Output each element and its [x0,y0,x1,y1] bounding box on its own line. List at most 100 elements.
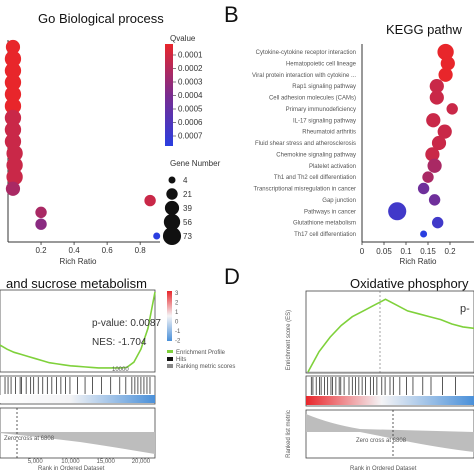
panel-b-category-label: Cytokine-cytokine receptor interaction [256,50,356,56]
panel-d-hits-frame [305,375,474,407]
panel-b-category-label: Cell adhesion molecules (CAMs) [269,96,356,102]
panel-d-letter: D [224,264,240,289]
panel-a-x-label: Rich Ratio [60,257,97,266]
panel-c-heat-tick: 0 [175,320,179,326]
panel-d-zero-label: Zero cross at 6808 [356,438,407,444]
panel-a-tick-label: 0.4 [69,246,81,255]
panel-d-pvalue: p- [460,303,470,315]
panel-b-category-label: Glutathione metabolism [293,221,356,227]
panel-c-heat-ticks: 3 2 1 0 -1 -2 [175,291,181,345]
panel-b-point [428,194,441,206]
panel-b-category-label: IL-17 signaling pathway [293,118,356,124]
size-legend-label: 21 [183,190,192,199]
panel-c-hits [4,377,151,394]
panel-b-tick-label: 0.15 [420,247,436,256]
panel-c-heat-scale [167,291,172,341]
panel-c-tick-label: 10,000 [61,459,80,465]
panel-c-heat-tick: 2 [175,301,179,307]
panel-c: and sucrose metabolism p-value: 0.0087 N… [0,276,235,472]
panel-a-point [5,39,21,55]
panel-b-point [431,135,447,151]
panel-b-point [440,56,455,71]
panel-b-category-label: Hematopoietic cell lineage [286,61,357,67]
panel-b-category-label: Viral protein interaction with cytokine … [252,73,356,79]
panel-d-x-label: Rank in Ordered Dataset [350,466,417,472]
colorbar-tick-label: 0.0005 [178,105,203,114]
panel-b-tick-label: 0 [360,247,365,256]
panel-d-rank-bar [306,396,474,405]
panel-c-nes: NES: -1.704 [92,337,147,348]
panel-d-metric-frame [305,409,474,459]
panel-b-tick-label: 0.1 [400,247,412,256]
panel-b-point [425,147,440,162]
panel-b-category-label: Th1 and Th2 cell differentiation [274,175,356,181]
panel-b-point [417,182,430,195]
legend-label-hits: Hits [176,357,186,363]
panel-c-peak-label: 10000 [112,367,129,373]
panel-b-category-label: Chemokine signaling pathway [276,152,356,158]
panel-a-point [35,206,47,219]
panel-b-category-label: Platelet activation [309,164,356,170]
panel-a-point [4,74,22,91]
size-legend-dot [168,176,176,184]
panel-a-point [35,218,47,230]
panel-a-x-ticks: 0.2 0.4 0.6 0.8 [35,242,146,255]
panel-b-category-label: Rheumatoid arthritis [302,130,356,136]
panel-a-tick-label: 0.6 [102,246,114,255]
panel-c-legend: Enrichment Profile Hits Ranking metric s… [167,350,235,370]
panel-c-pvalue: p-value: 0.0087 [92,318,161,329]
panel-b-point [431,216,444,229]
panel-b-category-label: Fluid shear stress and atherosclerosis [255,141,356,147]
panel-a-title: Go Biological process [38,11,164,26]
panel-c-hits-frame [0,375,156,405]
panel-b-x-label: Rich Ratio [400,257,437,266]
panel-a-tick-label: 0.2 [35,246,47,255]
panel-b-point [427,158,442,173]
colorbar-tick-label: 0.0001 [178,51,203,60]
panel-b-point [429,90,444,105]
size-legend-label: 39 [183,204,192,213]
panel-c-tick-label: 15,000 [97,459,116,465]
panel-c-zero-label: Zero cross at 6808 [4,436,55,442]
panel-b-tick-label: 0.05 [376,247,392,256]
size-legend-dot [164,200,180,216]
legend-swatch-profile [167,350,173,353]
panel-c-metric-area [0,432,155,454]
panel-b-point [437,124,452,139]
panel-c-x-label: Rank in Ordered Dataset [38,466,105,472]
panel-b-point [422,171,434,183]
panel-c-tick-label: 20,000 [132,459,151,465]
panel-c-tick-label: 5,000 [28,459,44,465]
panel-a: Go Biological process 0.2 0.4 0.6 0.8 Rich … [4,11,221,266]
legend-label-profile: Enrichment Profile [176,350,226,356]
panel-b-point [420,230,428,238]
panel-b-point [446,103,458,115]
panel-c-title: and sucrose metabolism [6,276,147,291]
colorbar-tick-label: 0.0007 [178,132,203,141]
panel-b-category-label: Pathways in cancer [304,209,356,215]
panel-d-y-label: Enrichment score (ES) [286,310,292,370]
panel-a-point [4,62,22,79]
panel-d-title: Oxidative phosphory [350,276,469,291]
panel-a-point [6,168,23,186]
size-legend-dot [166,188,178,200]
panel-a-point [4,121,22,138]
panel-d-metric-area [306,414,474,452]
legend-swatch-ranking [167,364,173,368]
panel-a-point [4,109,22,127]
colorbar-tick-label: 0.0006 [178,118,203,127]
panel-b-x-ticks: 0 0.05 0.1 0.15 0.2 [360,242,456,256]
legend-swatch-hits [167,357,173,361]
panel-a-point [5,181,21,196]
colorbar-tick-label: 0.0002 [178,64,203,73]
colorbar-tick-label: 0.0004 [178,91,203,100]
size-legend-label: 73 [183,232,192,241]
colorbar-tick-label: 0.0003 [178,78,203,87]
size-legend: 4 21 39 56 73 [162,176,192,246]
panel-b-tick-label: 0.2 [444,247,456,256]
panel-b-category-label: Rap1 signaling pathway [292,84,356,90]
panel-a-point [153,232,161,240]
panel-b-category-label: Primary immunodeficiency [286,107,356,113]
size-legend-label: 56 [183,218,192,227]
colorbar-title: Qvalue [170,34,196,43]
